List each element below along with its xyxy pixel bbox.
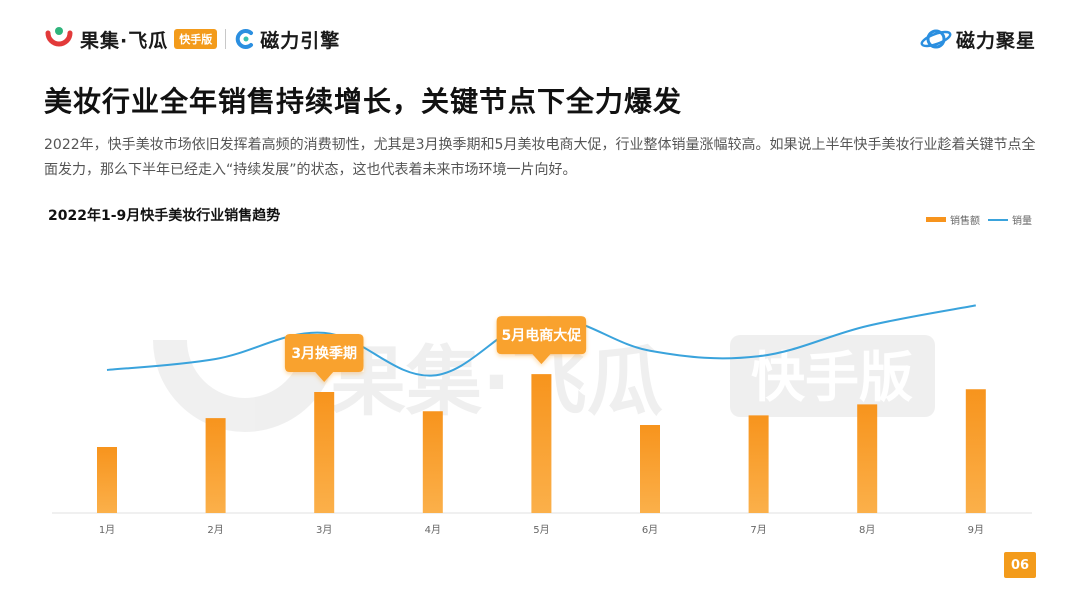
page-number: 06: [1004, 552, 1036, 578]
legend-item-sales-amount: 销售额: [926, 212, 980, 227]
x-tick-label: 6月: [642, 524, 658, 536]
chart-legend: 销售额 销量: [918, 212, 1032, 227]
x-tick-label: 9月: [968, 524, 984, 536]
legend-swatch-bar: [926, 217, 946, 222]
callout-box: [496, 316, 587, 365]
watermark: 果集·飞瓜 快手版: [153, 335, 935, 432]
cili-engine-logo-icon: [235, 29, 254, 49]
legend-label-sales-amount: 销售额: [950, 216, 980, 227]
guoji-logo-icon: [45, 27, 73, 47]
partner-name: 磁力引擎: [260, 29, 341, 52]
brand-name: 果集·飞瓜: [80, 29, 169, 52]
callout-label: 5月电商大促: [502, 327, 583, 344]
bar-9月: [965, 389, 986, 513]
legend-label-sales-volume: 销量: [1012, 216, 1032, 227]
x-tick-label: 7月: [750, 524, 766, 536]
bar-5月: [531, 374, 552, 513]
watermark-tag: 快手版: [751, 346, 913, 409]
right-brand-name: 磁力聚星: [955, 29, 1036, 52]
watermark-brand: 果集·飞瓜: [330, 337, 663, 426]
x-tick-label: 1月: [99, 524, 115, 536]
callout-3月: 3月换季期: [284, 334, 364, 382]
callout-label: 3月换季期: [291, 345, 357, 362]
bar-4月: [422, 411, 443, 513]
x-tick-label: 3月: [316, 524, 332, 536]
page-title: 美妆行业全年销售持续增长，关键节点下全力爆发: [44, 85, 683, 118]
bar-3月: [314, 392, 335, 513]
brand-tag: 快手版: [174, 29, 218, 49]
x-tick-label: 5月: [533, 524, 549, 536]
callout-box: [284, 334, 364, 382]
sales-trend-chart: 果集·飞瓜 快手版 1月 2月 3月 4月 5月 6月 7月 8月 9月 3月换季期 5月电商大促: [52, 304, 1032, 536]
legend-swatch-line: [988, 218, 1008, 221]
brand-right: 磁力聚星: [920, 24, 1036, 54]
bar-6月: [640, 425, 660, 513]
bar-1月: [97, 447, 117, 513]
legend-item-sales-volume: 销量: [988, 212, 1032, 227]
watermark-tag-box: [730, 335, 935, 417]
brand-left: 果集·飞瓜 快手版 磁力引擎: [44, 24, 340, 54]
brand-divider: [225, 29, 227, 49]
x-tick-label: 4月: [425, 524, 441, 536]
chart-title: 2022年1-9月快手美妆行业销售趋势: [48, 208, 281, 224]
x-tick-label: 8月: [859, 524, 875, 536]
bar-8月: [857, 404, 878, 513]
bar-2月: [205, 418, 226, 513]
page-description: 2022年，快手美妆市场依旧发挥着高频的消费韧性，尤其是3月换季期和5月美妆电商…: [44, 137, 1036, 178]
callout-5月: 5月电商大促: [496, 316, 587, 365]
watermark-logo-icon: [153, 339, 337, 432]
cili-juxing-logo-icon: [920, 29, 952, 49]
x-tick-label: 2月: [207, 524, 223, 536]
bar-7月: [748, 415, 769, 513]
